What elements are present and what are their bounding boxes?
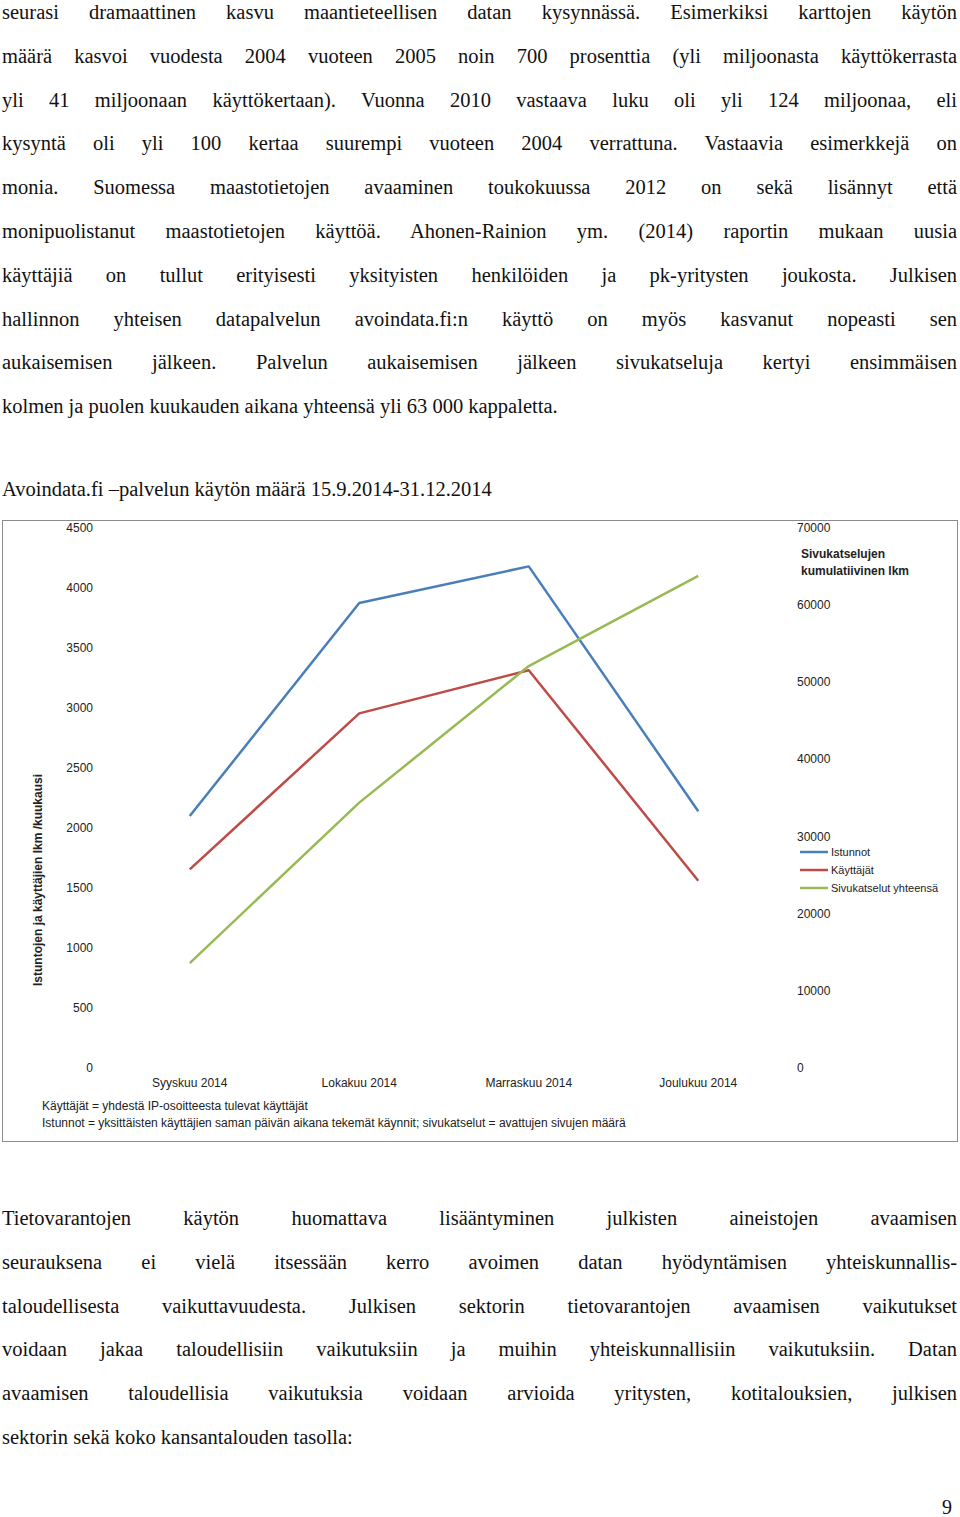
y2-tick-label: 30000 bbox=[797, 830, 831, 844]
text-line: seurasi dramaattinen kasvu maantieteelli… bbox=[2, 0, 957, 24]
series-line bbox=[190, 576, 699, 963]
legend-label: Sivukatselut yhteensä bbox=[831, 882, 939, 894]
legend-swatch bbox=[800, 887, 828, 890]
text-line: aukaisemisen jälkeen. Palvelun aukaisemi… bbox=[2, 350, 957, 374]
x-tick-label: Marraskuu 2014 bbox=[485, 1076, 572, 1090]
chart: 0 500 1000 1500 2000 2500 3000 3500 4000 4500 0 100… bbox=[0, 0, 960, 1517]
plot-area bbox=[190, 566, 699, 963]
y-tick-label: 4000 bbox=[66, 581, 93, 595]
legend-label: Käyttäjät bbox=[831, 864, 874, 876]
text-line: yli 41 miljoonaan käyttökertaan). Vuonna… bbox=[2, 88, 957, 112]
y2-tick-label: 70000 bbox=[797, 521, 831, 535]
x-tick-label: Joulukuu 2014 bbox=[659, 1076, 737, 1090]
chart-frame bbox=[3, 521, 958, 1142]
y-tick-label: 1500 bbox=[66, 881, 93, 895]
y2-tick-label: 10000 bbox=[797, 984, 831, 998]
y2-tick-label: 20000 bbox=[797, 907, 831, 921]
text-line: monipuolistanut maastotietojen käyttöä. … bbox=[2, 219, 957, 243]
series-line bbox=[190, 670, 699, 881]
y2-tick-label: 0 bbox=[797, 1061, 804, 1075]
y-tick-label: 1000 bbox=[66, 941, 93, 955]
text-line: Tietovarantojen käytön huomattava lisään… bbox=[2, 1206, 957, 1230]
y-tick-label: 4500 bbox=[66, 521, 93, 535]
text-line: sektorin sekä koko kansantalouden tasoll… bbox=[2, 1425, 957, 1449]
x-tick-label: Syyskuu 2014 bbox=[152, 1076, 228, 1090]
y-axis-title: Istuntojen ja käyttäjien lkm /kuukausi bbox=[31, 774, 45, 986]
text-line: kolmen ja puolen kuukauden aikana yhteen… bbox=[2, 394, 957, 418]
legend-swatch bbox=[800, 851, 828, 854]
text-line: avaamisen taloudellisia vaikutuksia void… bbox=[2, 1381, 957, 1405]
y-tick-label: 2500 bbox=[66, 761, 93, 775]
y-tick-label: 3500 bbox=[66, 641, 93, 655]
text-line: määrä kasvoi vuodesta 2004 vuoteen 2005 … bbox=[2, 44, 957, 68]
text-line: taloudellisesta vaikuttavuudesta. Julkis… bbox=[2, 1294, 957, 1318]
y2-axis-title: Sivukatselujen kumulatiivinen lkm bbox=[801, 546, 911, 580]
y-tick-label: 0 bbox=[86, 1061, 93, 1075]
legend-swatch bbox=[800, 869, 828, 872]
y2-tick-label: 60000 bbox=[797, 598, 831, 612]
text-line: voidaan jakaa taloudellisiin vaikutuksii… bbox=[2, 1337, 957, 1361]
y-tick-label: 500 bbox=[73, 1001, 93, 1015]
text-line: kysyntä oli yli 100 kertaa suurempi vuot… bbox=[2, 131, 957, 155]
y-tick-label: 2000 bbox=[66, 821, 93, 835]
text-line: seurauksena ei vielä itsessään kerro avo… bbox=[2, 1250, 957, 1274]
legend-label: Istunnot bbox=[831, 846, 870, 858]
chart-title: Avoindata.fi –palvelun käytön määrä 15.9… bbox=[2, 478, 492, 501]
page: seurasi dramaattinen kasvu maantieteelli… bbox=[0, 0, 960, 1517]
text-line: hallinnon yhteisen datapalvelun avoindat… bbox=[2, 307, 957, 331]
text-line: monia. Suomessa maastotietojen avaaminen… bbox=[2, 175, 957, 199]
x-tick-label: Lokakuu 2014 bbox=[322, 1076, 398, 1090]
page-number: 9 bbox=[942, 1496, 952, 1517]
annotation: Istunnot = yksittäisten käyttäjien saman… bbox=[42, 1116, 626, 1130]
y2-tick-label: 40000 bbox=[797, 752, 831, 766]
annotation: Käyttäjät = yhdestä IP-osoitteesta tulev… bbox=[42, 1099, 308, 1113]
y2-tick-label: 50000 bbox=[797, 675, 831, 689]
text-line: käyttäjiä on tullut erityisesti yksityis… bbox=[2, 263, 957, 287]
y-tick-label: 3000 bbox=[66, 701, 93, 715]
